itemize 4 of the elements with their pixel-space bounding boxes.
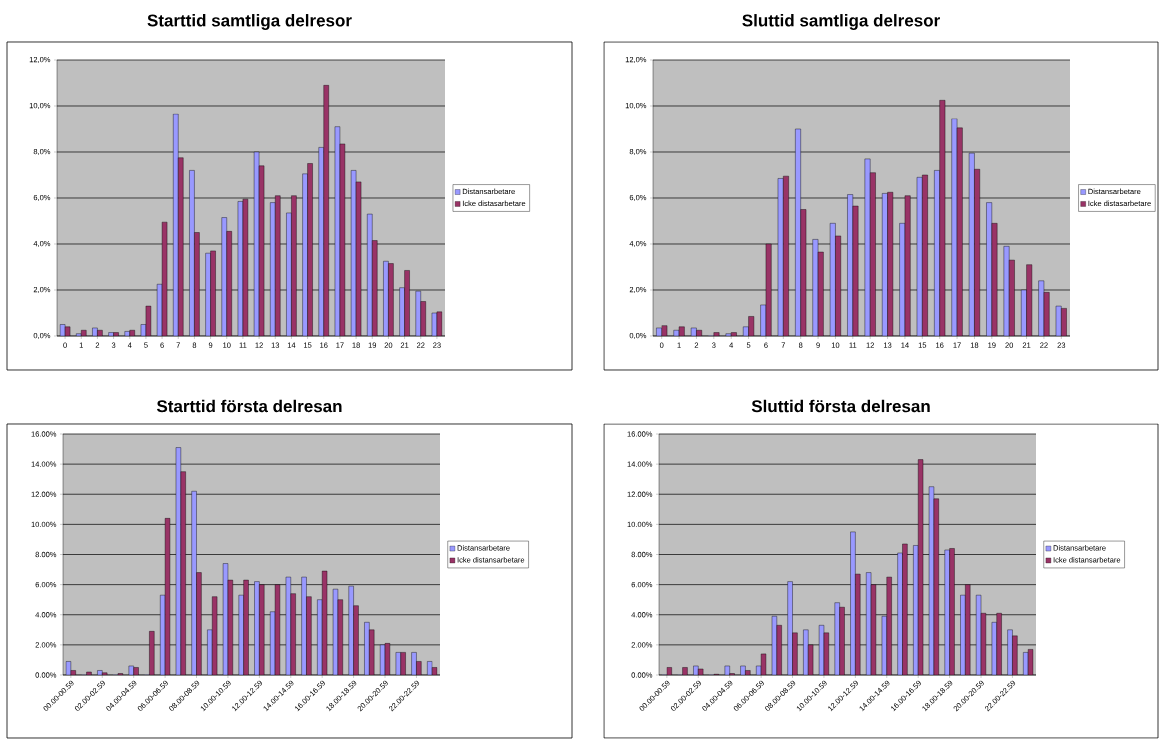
chart-title: Starttid första delresan	[156, 399, 342, 413]
chart-title: Sluttid samtliga delresor	[742, 14, 940, 30]
chart-title: Sluttid första delresan	[751, 399, 930, 413]
chart-title: Starttid samtliga delresor	[147, 14, 352, 30]
